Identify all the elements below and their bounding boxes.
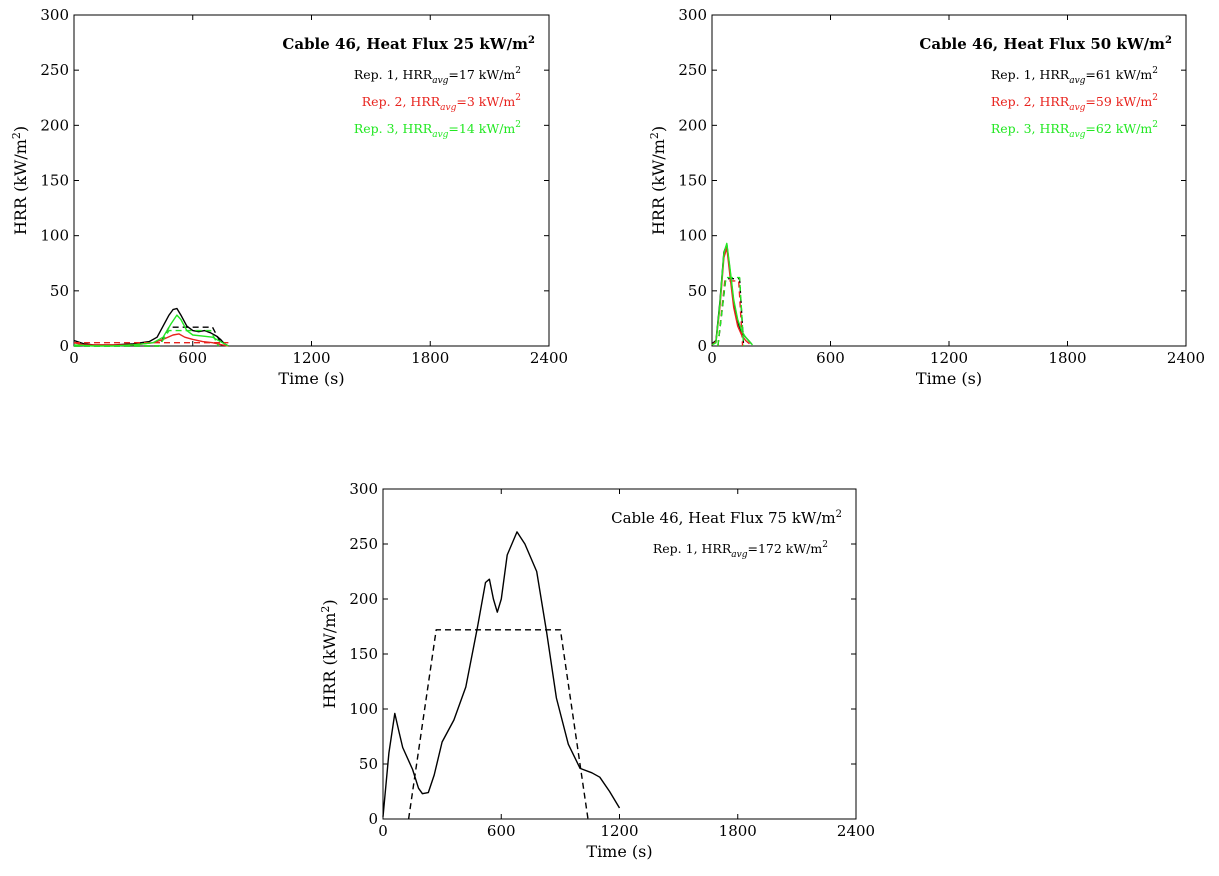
x-axis-label: Time (s) xyxy=(916,369,982,388)
x-tick-label: 1200 xyxy=(600,822,638,840)
x-tick-label: 1800 xyxy=(1048,349,1086,367)
y-tick-label: 50 xyxy=(50,282,69,300)
x-axis-label: Time (s) xyxy=(278,369,344,388)
x-axis-label: Time (s) xyxy=(586,842,652,861)
y-tick-label: 250 xyxy=(678,61,707,79)
y-tick-label: 300 xyxy=(349,480,378,498)
x-tick-label: 600 xyxy=(816,349,845,367)
chart-title: Cable 46, Heat Flux 75 kW/m2 xyxy=(611,509,842,527)
x-tick-label: 600 xyxy=(487,822,516,840)
legend-entry-rep-1: Rep. 1, HRRavg=17 kW/m2 xyxy=(354,66,521,86)
x-tick-label: 2400 xyxy=(837,822,875,840)
y-tick-label: 0 xyxy=(59,337,69,355)
x-tick-label: 1800 xyxy=(411,349,449,367)
y-axis-label: HRR (kW/m2) xyxy=(319,599,339,708)
plot-frame xyxy=(73,14,550,347)
y-axis-label: HRR (kW/m2) xyxy=(10,126,30,235)
y-tick-label: 250 xyxy=(40,61,69,79)
legend-entry-rep-2: Rep. 2, HRRavg=59 kW/m2 xyxy=(991,93,1158,113)
series-line-5 xyxy=(711,242,754,346)
x-tick-label: 1200 xyxy=(930,349,968,367)
chart-panel-3: 0 600 1200 1800 2400 0 50 100 150 200 250 300 Time (… xyxy=(319,480,875,861)
x-tick-label: 2400 xyxy=(530,349,568,367)
y-tick-label: 250 xyxy=(349,535,378,553)
y-tick-label: 200 xyxy=(678,116,707,134)
y-tick-label: 50 xyxy=(688,282,707,300)
y-tick-label: 300 xyxy=(678,6,707,24)
y-tick-label: 0 xyxy=(697,337,707,355)
y-tick-label: 300 xyxy=(40,6,69,24)
chart-panel-2: 0 600 1200 1800 2400 0 50 100 150 200 250 300 Time (… xyxy=(648,6,1205,388)
legend-entry-rep-1: Rep. 1, HRRavg=172 kW/m2 xyxy=(653,540,828,560)
series-line-5 xyxy=(73,314,229,347)
y-tick-label: 150 xyxy=(349,645,378,663)
legend-entry-rep-3: Rep. 3, HRRavg=14 kW/m2 xyxy=(354,120,521,140)
y-tick-label: 50 xyxy=(359,755,378,773)
series-line-6-average xyxy=(74,329,220,347)
y-tick-label: 200 xyxy=(40,116,69,134)
x-tick-label: 2400 xyxy=(1167,349,1205,367)
plot-frame xyxy=(382,488,857,820)
plot-frame xyxy=(711,14,1187,347)
x-tick-label: 0 xyxy=(707,349,717,367)
y-tick-label: 100 xyxy=(678,227,707,245)
series-line-6-average xyxy=(717,276,745,347)
y-tick-label: 150 xyxy=(678,172,707,190)
legend-entry-rep-2: Rep. 2, HRRavg=3 kW/m2 xyxy=(362,93,521,113)
x-tick-label: 1200 xyxy=(292,349,330,367)
y-tick-label: 200 xyxy=(349,590,378,608)
y-axis-label: HRR (kW/m2) xyxy=(648,126,668,235)
x-tick-label: 0 xyxy=(378,822,388,840)
series-line-1 xyxy=(382,531,621,817)
series-line-2-average xyxy=(407,629,589,820)
y-tick-label: 150 xyxy=(40,172,69,190)
x-tick-label: 1800 xyxy=(719,822,757,840)
y-tick-label: 0 xyxy=(368,810,378,828)
x-tick-label: 0 xyxy=(69,349,79,367)
y-tick-label: 100 xyxy=(349,700,378,718)
legend-entry-rep-3: Rep. 3, HRRavg=62 kW/m2 xyxy=(991,120,1158,140)
chart-title: Cable 46, Heat Flux 25 kW/m2 xyxy=(282,35,535,53)
legend-entry-rep-1: Rep. 1, HRRavg=61 kW/m2 xyxy=(991,66,1158,86)
x-tick-label: 600 xyxy=(178,349,207,367)
chart-panel-1: 0 600 1200 1800 2400 0 50 100 150 200 250 300 Time (… xyxy=(10,6,568,388)
chart-title: Cable 46, Heat Flux 50 kW/m2 xyxy=(919,35,1172,53)
y-tick-label: 100 xyxy=(40,227,69,245)
